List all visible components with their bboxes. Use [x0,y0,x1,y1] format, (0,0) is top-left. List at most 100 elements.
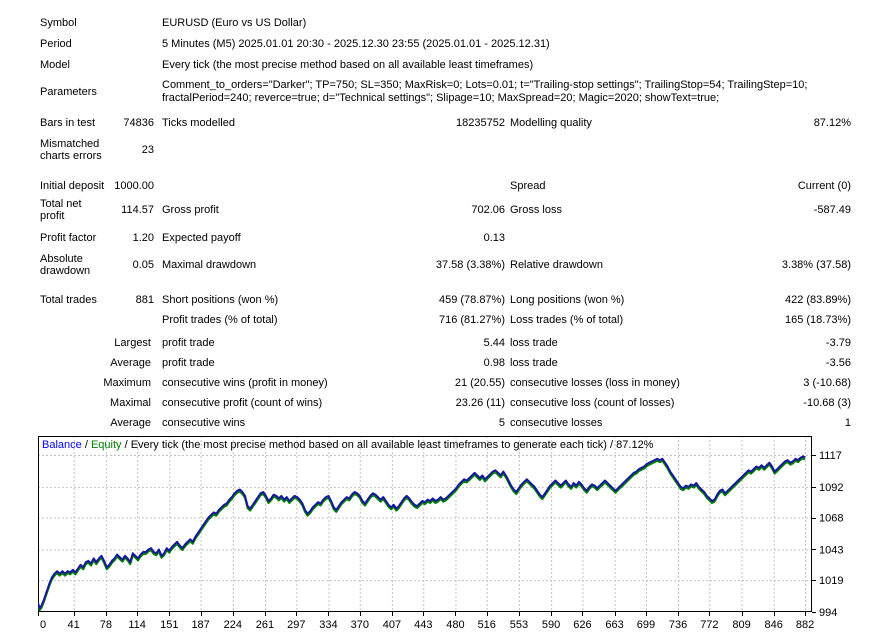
table-row: Model Every tick (the most precise metho… [40,54,860,75]
table-row: Initial deposit 1000.00 Spread Current (0) [40,176,860,196]
stat-label: Ticks modelled [162,117,235,129]
stat-value: 1.20 [132,232,154,244]
plot-border [38,436,812,612]
label-cell: Parameters [40,86,162,98]
legend-separator: / [606,439,617,451]
stat-cell: Absolute drawdown 0.05 [40,253,162,277]
table-row: Profit factor 1.20 Expected payoff 0.13 [40,228,860,248]
stat-label: Mismatched charts errors [40,138,102,162]
table-row: Largest profit trade 5.44 loss trade -3.79 [40,333,860,353]
stat-label: Gross loss [510,204,562,216]
table-row: Absolute drawdown 0.05 Maximal drawdown 37… [40,252,860,278]
period-label: Period [40,37,72,50]
table-row: Mismatched charts errors 23 [40,137,860,163]
stat-value: 1000.00 [114,180,154,192]
stat-value: -10.68 (3) [803,397,851,409]
x-axis-label: 443 [414,619,432,631]
stat-cell: Initial deposit 1000.00 [40,180,162,192]
stat-value: 165 (18.73%) [784,314,851,326]
stat-label: Spread [510,180,546,192]
stat-label: Initial deposit [40,180,105,192]
stat-cell: Mismatched charts errors 23 [40,138,162,162]
stat-cell: Long positions (won %) 422 (83.89%) [510,294,858,306]
stat-label: Relative drawdown [510,259,603,271]
table-row: Average profit trade 0.98 loss trade -3.56 [40,353,860,373]
stat-value: 18235752 [456,117,505,129]
legend-quality: 87.12% [616,439,654,451]
stat-value: Current (0) [797,180,851,192]
stat-value: 23.26 (11) [455,397,505,409]
stat-cell: Total trades 881 [40,294,162,306]
stat-cell: Short positions (won %) 459 (78.87%) [162,294,510,306]
parameters-line2: fractalPeriod=240; reverce=true; d="Tech… [162,92,720,104]
x-axis-label: 516 [478,619,496,631]
stat-label: consecutive loss (count of losses) [510,397,675,409]
label-cell: Symbol [40,17,162,29]
stat-cell: Total net profit 114.57 [40,198,162,222]
stat-label: consecutive wins [162,417,246,429]
stat-cell: consecutive wins (profit in money) 21 (20… [162,377,510,389]
stat-value: 1 [844,417,851,429]
equity-line [38,457,806,612]
stat-cell: loss trade -3.79 [510,337,858,349]
stat-value: 881 [135,294,154,306]
strategy-tester-report: Symbol EURUSD (Euro vs US Dollar) Period… [40,12,860,433]
y-axis-label: 1043 [819,544,843,556]
period-value: 5 Minutes (M5) 2025.01.01 20:30 - 2025.1… [162,37,550,50]
x-axis-label: 480 [446,619,464,631]
balance-equity-chart: 1117 1092 1068 1043 1019 994 0 41 78 114 151 187 224… [38,436,843,631]
stat-label: Maximal drawdown [162,259,257,271]
x-axis-label: 187 [191,619,209,631]
x-axis-label: 407 [383,619,401,631]
table-row: Maximal consecutive profit (count of win… [40,393,860,413]
x-axis-label: 553 [510,619,528,631]
stat-value: 74836 [123,117,154,129]
x-axis-label: 590 [542,619,560,631]
stat-label: Short positions (won %) [162,294,279,306]
table-row: Bars in test 74836 Ticks modelled 18235752… [40,113,860,133]
stat-cell: Maximal drawdown 37.58 (3.38%) [162,259,510,271]
stat-label: Modelling quality [510,117,592,129]
stat-cell: profit trade 5.44 [162,337,510,349]
stat-value: 3 (-10.68) [803,377,851,389]
x-axis-label: 334 [319,619,337,631]
stat-label: Average [110,417,151,429]
x-axis-label: 736 [669,619,687,631]
stat-value: 21 (20.55) [454,377,505,389]
label-cell: Model [40,59,162,71]
stat-value: 87.12% [813,117,851,129]
balance-line [38,455,806,610]
stat-label: Total net profit [40,198,82,222]
stat-label: Absolute drawdown [40,253,91,277]
x-axis-label: 809 [732,619,750,631]
stat-label: Bars in test [40,117,96,129]
table-row: Profit trades (% of total) 716 (81.27%) L… [40,310,860,330]
stat-label: consecutive wins (profit in money) [162,377,328,389]
parameters-line1: Comment_to_orders="Darker"; TP=750; SL=3… [162,79,808,91]
stat-label: profit trade [162,357,215,369]
model-value: Every tick (the most precise method base… [162,58,534,71]
label-cell: Period [40,38,162,50]
stat-label: Long positions (won %) [510,294,625,306]
stat-cell: Gross loss -587.49 [510,204,858,216]
x-axis-label: 846 [765,619,783,631]
x-axis-label: 882 [796,619,814,631]
stat-label: consecutive losses [510,417,603,429]
y-axis-label: 1092 [819,482,843,494]
stat-label: Profit factor [40,232,97,244]
stat-value: 3.38% (37.58) [781,259,851,271]
legend-balance-label: Balance [42,439,82,451]
stat-value: 716 (81.27%) [438,314,505,326]
table-row: Parameters Comment_to_orders="Darker"; T… [40,79,860,105]
y-axis-label: 994 [819,607,837,619]
stat-value: 0.98 [483,357,505,369]
stat-cell: Modelling quality 87.12% [510,117,858,129]
stat-value: 23 [141,144,154,156]
x-axis-label: 699 [637,619,655,631]
stat-value: -3.79 [825,337,851,349]
model-label: Model [40,58,70,71]
stat-value: 0.05 [132,259,154,271]
stat-cell: consecutive losses (loss in money) 3 (-10… [510,377,858,389]
chart-legend: Balance / Equity / Every tick (the most … [42,439,653,451]
stat-value: 37.58 (3.38%) [435,259,505,271]
